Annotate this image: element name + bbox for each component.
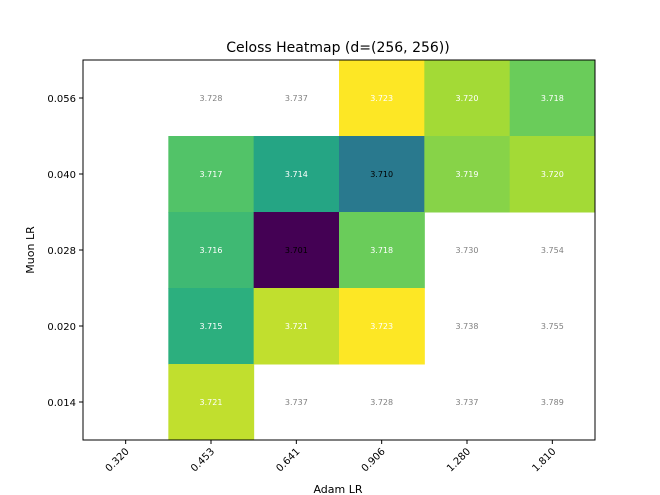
cell-value-label: 3.737 [456,398,479,407]
chart-title: Celoss Heatmap (d=(256, 256)) [226,40,449,56]
cell-value-label: 3.754 [541,246,564,255]
y-tick-label: 0.040 [47,170,76,181]
x-tick-label: 0.453 [189,446,217,474]
heatmap-cell [168,212,255,289]
y-axis: 0.056 0.040 0.028 0.020 0.014 [47,94,83,409]
y-tick-label: 0.056 [47,94,76,105]
y-axis-label: Muon LR [24,226,37,274]
cell-value-label: 3.718 [370,246,393,255]
cell-value-label: 3.728 [370,398,393,407]
cell-value-label: 3.720 [456,94,479,103]
x-axis-label: Adam LR [313,483,362,495]
cell-value-label: 3.717 [200,170,223,179]
heatmap-cell [509,60,596,137]
x-axis: 0.320 0.453 0.641 0.906 1.280 1.810 [104,440,558,474]
x-tick-label: 1.280 [445,446,473,474]
x-tick-label: 0.641 [274,446,302,474]
heatmap-cell [253,212,340,289]
cell-value-label: 3.721 [285,322,308,331]
heatmap-cell [253,288,340,365]
cell-value-label: 3.710 [370,170,393,179]
cell-value-label: 3.723 [370,94,393,103]
heatmap-cell [339,212,425,289]
cell-value-label: 3.728 [200,94,223,103]
y-tick-label: 0.028 [47,246,76,257]
x-tick-label: 0.906 [360,446,388,474]
heatmap-cell [168,364,255,441]
cell-value-label: 3.789 [541,398,564,407]
heatmap-cells: 3.728 3.737 3.723 3.720 3.718 3.717 3.714 3.710… [168,60,596,441]
heatmap-cell [509,136,596,213]
heatmap-cell [253,136,340,213]
heatmap-cell [424,136,511,213]
cell-value-label: 3.715 [200,322,223,331]
cell-value-label: 3.719 [456,170,479,179]
heatmap-cell [168,288,255,365]
heatmap-cell [339,136,425,213]
cell-value-label: 3.738 [456,322,479,331]
cell-value-label: 3.714 [285,170,308,179]
cell-value-label: 3.737 [285,94,308,103]
cell-value-label: 3.716 [200,246,223,255]
heatmap-cell [424,60,511,137]
x-tick-label: 0.320 [104,446,132,474]
cell-value-label: 3.721 [200,398,223,407]
cell-value-label: 3.755 [541,322,564,331]
cell-value-label: 3.718 [541,94,564,103]
x-tick-label: 1.810 [530,446,558,474]
cell-value-label: 3.723 [370,322,393,331]
cell-value-label: 3.701 [285,246,308,255]
cell-value-label: 3.737 [285,398,308,407]
y-tick-label: 0.020 [47,322,76,333]
cell-value-label: 3.730 [456,246,479,255]
heatmap-cell [168,136,255,213]
heatmap-cell [339,288,425,365]
y-tick-label: 0.014 [47,398,76,409]
heatmap-cell [339,60,425,137]
cell-value-label: 3.720 [541,170,564,179]
